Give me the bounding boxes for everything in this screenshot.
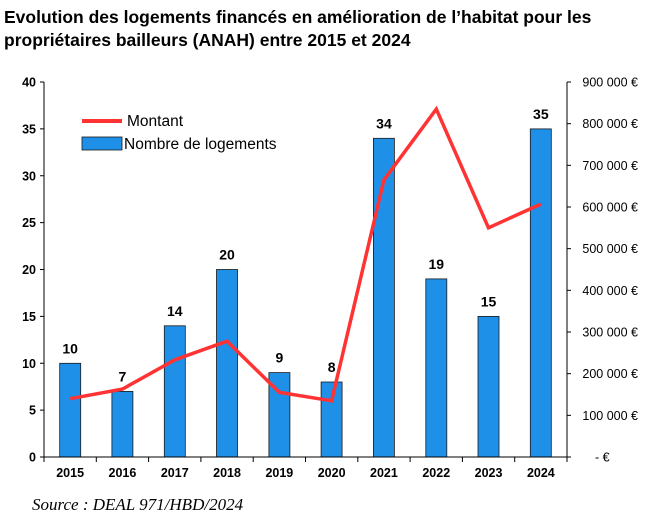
y-left-tick-label-5: 5: [29, 404, 36, 418]
x-tick-label-2020: 2020: [318, 466, 346, 480]
line-montant: [69, 105, 542, 403]
source-note: Source : DEAL 971/HBD/2024: [32, 495, 244, 514]
y-right-tick-label-200000: 200 000 €: [582, 367, 638, 381]
y-left-tick-label-0: 0: [29, 451, 36, 465]
data-label-2015: 10: [62, 340, 78, 356]
x-tick-label-2021: 2021: [370, 466, 398, 480]
bar-2016: [111, 390, 134, 458]
y-left-tick-label-25: 25: [22, 216, 36, 230]
y-right-tick-label-300000: 300 000 €: [582, 326, 638, 340]
x-tick-label-2017: 2017: [161, 466, 189, 480]
y-right-tick-label-0: - €: [595, 451, 610, 465]
data-label-2021: 34: [376, 115, 392, 131]
y-left-tick-label-35: 35: [22, 122, 36, 136]
axes-group: 0 5 10 15 20 25 30 35 40 - € 100 000 € 200 000 € 300…: [22, 76, 638, 481]
data-label-2022: 19: [428, 256, 444, 272]
y-right-tick-label-600000: 600 000 €: [582, 201, 638, 215]
data-label-2017: 14: [167, 303, 183, 319]
bar-2023: [477, 315, 500, 458]
bar-series-group: [59, 128, 552, 458]
data-label-2016: 7: [119, 368, 127, 384]
bar-2015: [59, 362, 82, 458]
data-label-2023: 15: [481, 293, 497, 309]
x-tick-label-2024: 2024: [527, 466, 555, 480]
x-tick-label-2018: 2018: [213, 466, 241, 480]
data-label-2018: 20: [219, 247, 235, 263]
line-series-group: [69, 105, 542, 403]
x-tick-label-2022: 2022: [422, 466, 450, 480]
chart-title: Evolution des logements financés en amél…: [4, 7, 592, 50]
y-left-tick-label-40: 40: [22, 76, 36, 90]
x-tick-label-2015: 2015: [56, 466, 84, 480]
data-label-2019: 9: [275, 350, 283, 366]
bar-2018: [216, 269, 238, 458]
data-labels-group: 10 7 14 20 9 8 34 19 15 35: [62, 106, 548, 385]
y-right-tick-label-500000: 500 000 €: [582, 242, 638, 256]
y-left-tick-label-30: 30: [22, 169, 36, 183]
x-tick-label-2019: 2019: [265, 466, 293, 480]
y-right-tick-label-700000: 700 000 €: [582, 159, 638, 173]
x-tick-label-2016: 2016: [109, 466, 137, 480]
y-right-tick-label-900000: 900 000 €: [582, 76, 638, 90]
y-right-tick-label-100000: 100 000 €: [582, 409, 638, 423]
bar-2024: [529, 128, 552, 458]
y-left-tick-label-10: 10: [22, 357, 36, 371]
y-right-tick-label-400000: 400 000 €: [582, 284, 638, 298]
bar-2022: [425, 278, 448, 458]
bar-2017: [163, 325, 186, 458]
chart-plot: 0 5 10 15 20 25 30 35 40 - € 100 000 € 200 000 € 300…: [22, 76, 638, 481]
legend-bar-swatch: [81, 136, 123, 151]
y-left-tick-label-15: 15: [22, 310, 36, 324]
legend: Montant Nombre de logements: [70, 101, 300, 159]
x-tick-label-2023: 2023: [475, 466, 503, 480]
legend-label-montant: Montant: [127, 113, 184, 130]
y-left-tick-label-20: 20: [22, 263, 36, 277]
data-label-2024: 35: [533, 106, 549, 122]
y-right-tick-label-800000: 800 000 €: [582, 117, 638, 131]
legend-label-nombre: Nombre de logements: [124, 136, 277, 153]
data-label-2020: 8: [328, 359, 336, 375]
